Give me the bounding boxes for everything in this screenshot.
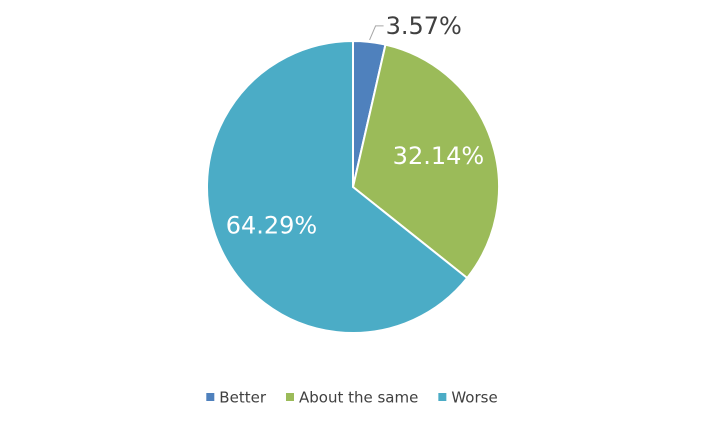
data-label: 32.14% [393,142,485,170]
legend-label: Better [219,389,267,407]
pie-slice [351,43,500,280]
leader-line [369,25,384,41]
pie-slice [206,39,469,334]
legend: Better About the same Worse [206,389,498,407]
legend-swatch [438,393,447,401]
legend-label: Worse [451,389,497,407]
legend-swatch [206,393,215,401]
legend-label: About the same [299,389,418,407]
data-label: 64.29% [226,211,318,239]
legend-swatch [285,393,294,401]
data-label: 3.57% [386,12,462,40]
